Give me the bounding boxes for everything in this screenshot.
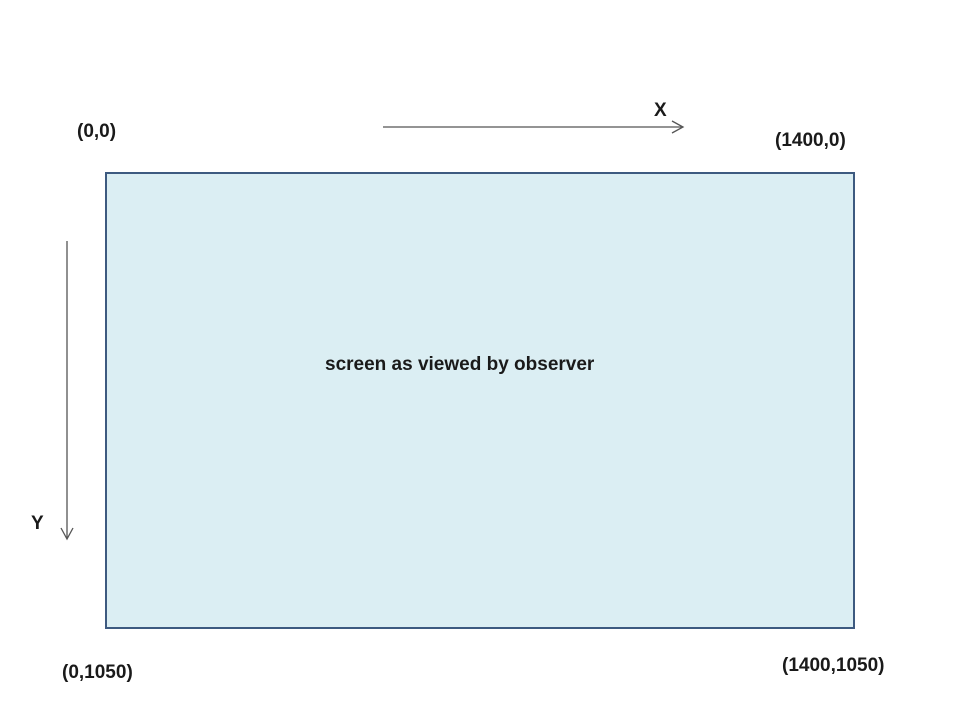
y-axis-label: Y <box>31 513 44 534</box>
corner-label-top-left: (0,0) <box>77 121 117 142</box>
corner-label-top-right: (1400,0) <box>775 130 846 151</box>
x-axis-arrow <box>383 120 685 134</box>
corner-label-bottom-right: (1400,1050) <box>782 655 885 676</box>
screen-caption: screen as viewed by observer <box>325 354 595 375</box>
y-axis-arrow <box>60 241 74 541</box>
screen-rectangle <box>105 172 855 629</box>
corner-label-bottom-left: (0,1050) <box>62 662 133 683</box>
x-axis-label: X <box>654 100 667 121</box>
